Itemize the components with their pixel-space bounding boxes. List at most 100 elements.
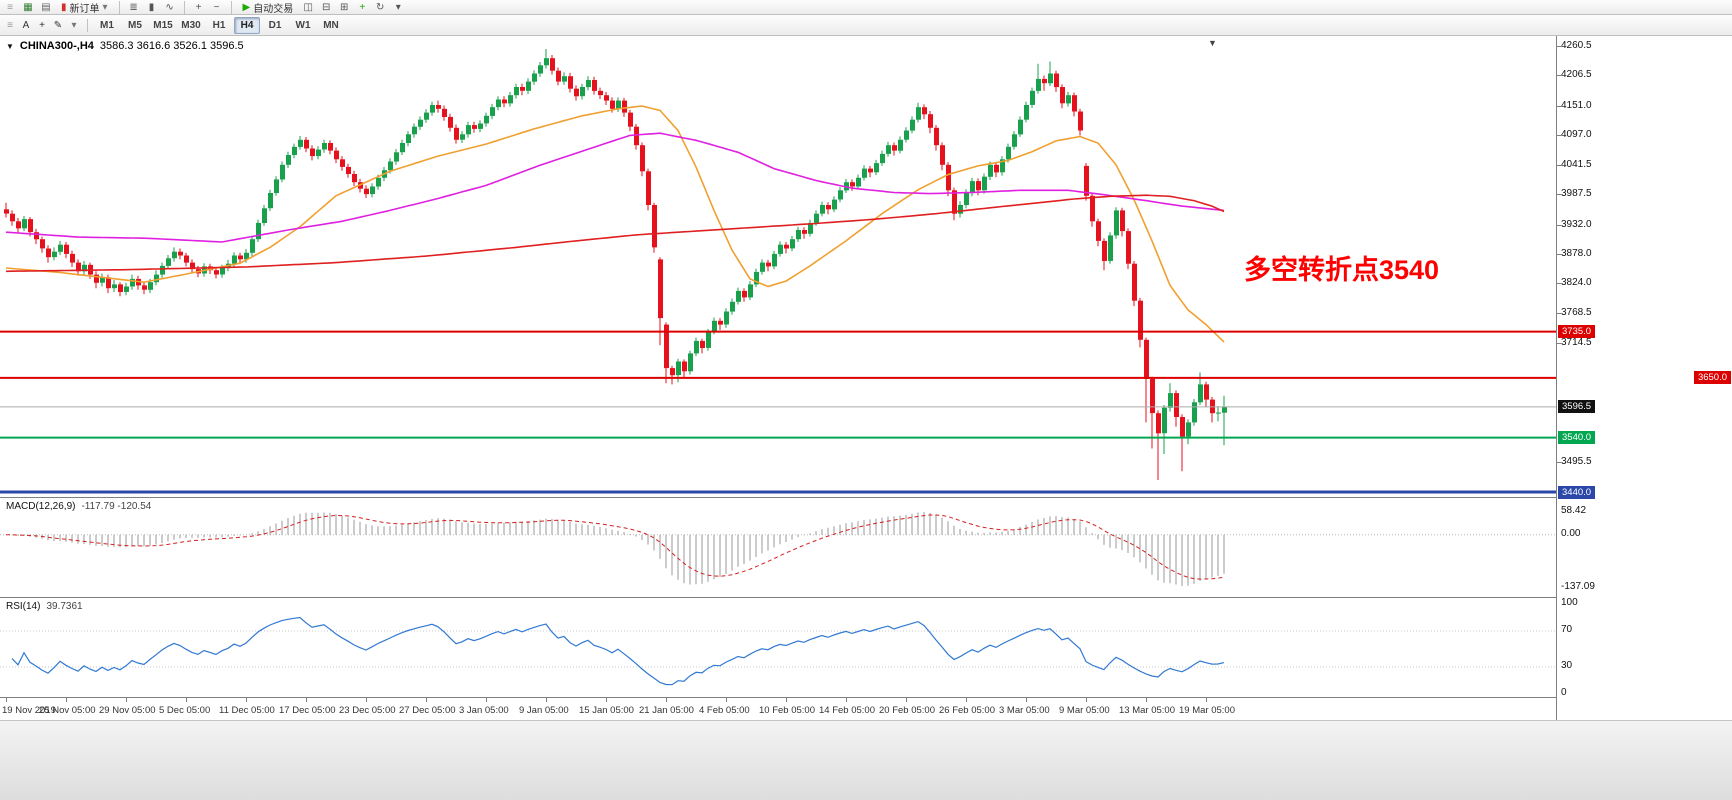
price-axis-tick [1557, 313, 1561, 314]
price-tag-3596-5: 3596.5 [1558, 400, 1596, 413]
time-axis-tick [846, 698, 847, 702]
timeframe-button-m30[interactable]: M30 [181, 19, 201, 31]
timeframe-button-h4[interactable]: H4 [234, 16, 260, 34]
macd-panel[interactable]: MACD(12,26,9) -117.79 -120.54 [0, 497, 1556, 597]
add-indicator-icon[interactable]: + [359, 1, 366, 13]
price-axis-label: 4151.0 [1561, 100, 1592, 111]
macd-name: MACD(12,26,9) [6, 501, 76, 512]
time-axis-tick [486, 698, 487, 702]
timeframe-button-d1[interactable]: D1 [268, 19, 282, 31]
time-axis-label: 25 Nov 05:00 [39, 705, 96, 716]
price-axis-label: 4260.5 [1561, 40, 1592, 51]
macd-chart[interactable] [0, 498, 1556, 597]
macd-axis-label: -137.09 [1561, 581, 1595, 592]
timeframe-button-mn[interactable]: MN [323, 19, 339, 31]
price-axis-label: 3932.0 [1561, 219, 1592, 230]
price-axis-label: 3987.5 [1561, 188, 1592, 199]
time-axis-label: 5 Dec 05:00 [159, 705, 211, 716]
timeframe-button-m5[interactable]: M5 [128, 19, 142, 31]
cascade-windows-icon[interactable]: ⊟ [322, 1, 331, 13]
time-axis-label: 13 Mar 05:00 [1119, 705, 1175, 716]
time-axis-tick [6, 698, 7, 702]
crosshair-icon[interactable]: + [39, 19, 45, 31]
draw-tools-icon[interactable]: ✎ [53, 19, 63, 31]
auto-trading-icon: ▶ [242, 1, 251, 13]
draw-tools-caret-icon[interactable]: ▾ [71, 19, 77, 31]
new-order-button[interactable]: ▮ 新订单 ▾ [56, 0, 113, 15]
time-axis-tick [1086, 698, 1087, 702]
time-axis-tick [546, 698, 547, 702]
time-axis-tick [666, 698, 667, 702]
toolbar-separator [183, 0, 185, 14]
symbol-menu-icon[interactable]: ▼ [6, 41, 14, 51]
chart-shift-icon[interactable]: ▼ [1208, 38, 1217, 48]
mid-ma-line [5, 132, 1225, 243]
candlestick-chart[interactable] [0, 36, 1556, 497]
rsi-axis-label: 0 [1561, 687, 1567, 698]
window-lower-area [0, 720, 1732, 800]
macd-signal-line [5, 514, 1225, 580]
rsi-chart[interactable] [0, 598, 1556, 697]
chart-ohlc-values: 3586.3 3616.6 3526.1 3596.5 [99, 40, 244, 52]
rsi-value: 39.7361 [46, 601, 83, 612]
text-label-icon[interactable]: A [22, 19, 30, 31]
price-tag-3735-0: 3735.0 [1558, 325, 1596, 338]
refresh-icon[interactable]: ↻ [376, 1, 385, 13]
drawing-tools-group: ≡ A + ✎ ▾ [2, 18, 82, 32]
price-axis-tick [1557, 194, 1561, 195]
price-axis-tick [1557, 106, 1561, 107]
new-chart-icon[interactable]: ▦ [23, 1, 33, 13]
timeframe-button-w1[interactable]: W1 [295, 19, 311, 31]
timeframe-button-m1[interactable]: M1 [100, 19, 114, 31]
time-axis[interactable]: 19 Nov 2019 25 Nov 05:00 29 Nov 05:00 5 Dec… [0, 697, 1556, 720]
price-axis-label: 3824.0 [1561, 277, 1592, 288]
tile-windows-icon[interactable]: ◫ [303, 1, 313, 13]
time-axis-tick [726, 698, 727, 702]
macd-histogram [11, 512, 1225, 586]
time-axis-label: 3 Mar 05:00 [999, 705, 1050, 716]
time-axis-tick [246, 698, 247, 702]
bar-chart-icon[interactable]: ≣ [129, 1, 138, 13]
time-axis-tick [1026, 698, 1027, 702]
time-axis-tick [366, 698, 367, 702]
horizontal-level-lines[interactable] [0, 330, 1556, 494]
chart-symbol-title: CHINA300-,H4 [19, 40, 94, 52]
time-axis-label: 14 Feb 05:00 [819, 705, 875, 716]
drag-handle-icon[interactable]: ≡ [7, 1, 13, 13]
timeframe-button-m15[interactable]: M15 [153, 19, 173, 31]
time-axis-label: 19 Nov 2019 [2, 705, 56, 716]
zoom-out-icon[interactable]: − [213, 1, 220, 13]
line-chart-icon[interactable]: ∿ [165, 1, 174, 13]
profiles-icon[interactable]: ▤ [41, 1, 51, 13]
more-dropdown-icon[interactable]: ▾ [395, 1, 401, 13]
toolbar-separator [118, 0, 120, 14]
rsi-panel[interactable]: RSI(14) 39.7361 [0, 597, 1556, 697]
time-axis-tick [1146, 698, 1147, 702]
price-axis-label: 4097.0 [1561, 129, 1592, 140]
chart-header: ▼ CHINA300-,H4 3586.3 3616.6 3526.1 3596… [6, 40, 244, 52]
price-axis-label: 3714.5 [1561, 337, 1592, 348]
time-axis-tick [606, 698, 607, 702]
time-axis-label: 10 Feb 05:00 [759, 705, 815, 716]
price-axis[interactable]: 4260.5 4206.5 4151.0 4097.0 4041.5 3987.5 3932… [1556, 36, 1732, 720]
price-axis-tick [1557, 462, 1561, 463]
price-tag-3440-0: 3440.0 [1558, 486, 1596, 499]
price-axis-label: 3495.5 [1561, 456, 1592, 467]
timeframe-button-h1[interactable]: H1 [212, 19, 226, 31]
time-axis-label: 29 Nov 05:00 [99, 705, 156, 716]
price-axis-tick [1557, 343, 1561, 344]
chart-annotation-text: 多空转折点3540 [1244, 255, 1440, 285]
time-axis-tick [906, 698, 907, 702]
price-chart-panel[interactable]: ▼ CHINA300-,H4 3586.3 3616.6 3526.1 3596… [0, 36, 1556, 497]
time-axis-label: 9 Mar 05:00 [1059, 705, 1110, 716]
zoom-in-icon[interactable]: + [195, 1, 202, 13]
auto-trading-button[interactable]: ▶ 自动交易 [238, 0, 299, 15]
price-axis-label: 4206.5 [1561, 69, 1592, 80]
drag-handle-icon[interactable]: ≡ [7, 19, 13, 31]
time-axis-label: 26 Feb 05:00 [939, 705, 995, 716]
time-axis-label: 23 Dec 05:00 [339, 705, 396, 716]
caret-icon: ▾ [102, 1, 108, 13]
candle-chart-icon[interactable]: ▮ [148, 1, 155, 13]
arrange-windows-icon[interactable]: ⊞ [340, 1, 349, 13]
